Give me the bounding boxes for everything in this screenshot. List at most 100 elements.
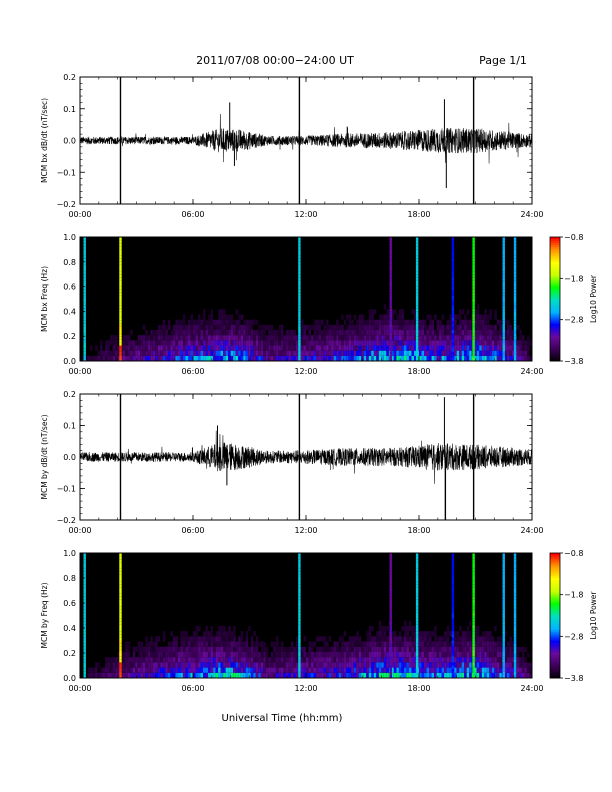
broadband-line [415,637,419,641]
spectrogram-cell [187,319,191,325]
broadband-line [502,581,505,585]
spectrogram-cell [346,667,349,673]
spectrogram-cell [228,641,231,647]
spectrogram-cell [323,651,327,658]
spectrogram-cell [381,319,384,325]
spectrogram-cell [476,672,480,678]
spectrogram-cell [180,330,183,336]
broadband-line [472,323,475,327]
spectrogram-cell [469,335,472,341]
spectrogram-cell [396,324,399,330]
spectrogram-cell [338,355,342,361]
spectrogram-cell [509,340,512,346]
spectrogram-cell [398,319,402,325]
broadband-line [415,237,419,241]
spectrogram-cell [429,350,432,356]
spectrogram-cell [321,636,324,642]
broadband-line [119,603,122,607]
spectrogram-cell [509,330,512,336]
spectrogram-cell [182,350,186,356]
spectrogram-cell [338,672,342,678]
spectrogram-cell [218,330,221,336]
spectrogram-cell [270,324,274,330]
spectrogram-cell [100,345,103,351]
spectrogram-cell [167,641,171,647]
colorbar-segment [550,319,560,323]
spectrogram-cell [363,667,367,673]
spectrogram-cell [469,641,472,647]
broadband-line [119,628,122,632]
spectrogram-cell [429,324,432,330]
spectrogram-cell [248,651,251,658]
spectrogram-cell [494,345,497,351]
spectrogram-cell [368,657,372,663]
broadband-line [415,565,419,569]
spectrogram-cell [321,646,324,652]
spectrogram-cell [464,314,467,320]
spectrogram-cell [127,651,131,658]
spectrogram-cell [456,324,460,330]
spectrogram-cell [208,646,211,652]
spectrogram-cell [182,662,186,668]
broadband-line [389,562,392,566]
spectrogram-cell [346,641,349,647]
spectrogram-cell [476,625,480,632]
broadband-line [415,292,419,296]
spectrogram-cell [424,345,427,351]
spectrogram-cell [441,330,445,336]
spectrogram-cell [280,355,284,361]
broadband-line [298,277,301,281]
spectrogram-cell [419,662,422,668]
spectrogram-cell [486,330,490,336]
spectrogram-cell [341,330,344,336]
spectrogram-cell [105,662,108,668]
spectrogram-cell [152,355,156,361]
broadband-line [119,286,122,290]
spectrogram-cell [363,657,367,663]
spectrogram-cell [213,672,216,678]
spectrogram-cell [130,345,133,351]
y-tick-label: 0.1 [63,422,76,431]
spectrogram-cell [326,667,329,673]
spectrogram-cell [258,345,261,351]
broadband-line [513,628,517,632]
spectrogram-cell [235,330,239,336]
spectrogram-cell [295,335,299,341]
spectrogram-cell [361,314,364,320]
spectrogram-cell [185,662,188,668]
spectrogram-cell [368,636,372,642]
spectrogram-cell [311,340,314,346]
spectrogram-cell [285,340,289,346]
broadband-line [83,258,86,262]
spectrogram-cell [444,657,447,663]
spectrogram-cell [293,662,296,668]
spectrogram-cell [419,646,422,652]
broadband-line [298,596,301,600]
spectrogram-cell [311,335,314,341]
spectrogram-cell [215,662,219,668]
spectrogram-cell [290,641,294,647]
spectrogram-cell [481,355,485,361]
spectrogram-cell [260,340,264,346]
broadband-line [83,252,86,256]
broadband-line [502,593,505,597]
spectrogram-cell [165,345,168,351]
spectrogram-cell [491,350,495,356]
spectrogram-cell [408,667,412,673]
x-tick-label: 00:00 [68,367,91,376]
spectrogram-cell [318,340,322,346]
spectrogram-cell [338,350,342,356]
spectrogram-cell [263,345,266,351]
spectrogram-cell [172,324,176,330]
broadband-line [502,606,505,610]
spectrogram-cell [391,641,394,647]
spectrogram-cell [373,330,377,336]
spectrogram-cell [218,345,221,351]
spectrogram-cell [215,324,219,330]
spectrogram-cell [444,335,447,341]
broadband-line [298,255,301,259]
spectrogram-cell [122,667,126,673]
spectrogram-cell [198,314,201,320]
spectrogram-cell [444,324,447,330]
spectrogram-cell [240,651,244,658]
